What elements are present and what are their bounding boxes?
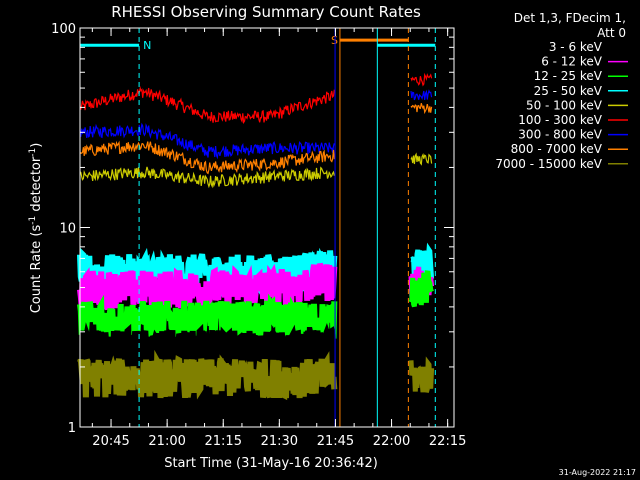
x-tick-label: 22:15 bbox=[429, 434, 466, 449]
series-line-segment2 bbox=[410, 152, 433, 166]
x-tick-label: 21:00 bbox=[148, 434, 185, 449]
flag-label-S: S bbox=[331, 34, 338, 47]
series-layer bbox=[77, 72, 435, 401]
x-tick-label: 20:45 bbox=[92, 434, 129, 449]
series-line-segment2 bbox=[408, 356, 435, 393]
legend-entry-label: 300 - 800 keV bbox=[518, 128, 602, 142]
y-axis-label: Count Rate (s-1 detector-1) bbox=[28, 143, 44, 314]
x-tick-label: 21:30 bbox=[261, 434, 298, 449]
y-tick-label: 1 bbox=[68, 421, 76, 436]
series-line-segment2 bbox=[408, 270, 434, 308]
series-line-segment2 bbox=[408, 326, 434, 365]
legend-entry-label: 3 - 6 keV bbox=[549, 40, 603, 54]
series-line-segment1 bbox=[79, 85, 335, 125]
legend-entry-label: 800 - 7000 keV bbox=[511, 142, 603, 156]
x-tick-label: 21:45 bbox=[317, 434, 354, 449]
series-line-segment2 bbox=[410, 103, 433, 115]
series-line-segment1 bbox=[77, 247, 338, 300]
series-line-segment1 bbox=[77, 349, 338, 401]
series-3 bbox=[79, 103, 433, 175]
series-line-segment1 bbox=[79, 140, 335, 175]
series-2 bbox=[79, 89, 433, 160]
y-tick-label: 100 bbox=[51, 22, 76, 37]
y-tick-label: 10 bbox=[59, 222, 76, 237]
series-1 bbox=[79, 72, 433, 125]
legend-entry-label: 12 - 25 keV bbox=[534, 69, 603, 83]
series-line-segment1 bbox=[79, 122, 335, 160]
x-axis: 20:45 21:00 21:15 21:30 21:45 22:00 22:15 bbox=[91, 28, 466, 449]
series-9 bbox=[77, 349, 435, 401]
legend-header-line2: Att 0 bbox=[597, 26, 626, 40]
series-line-segment1 bbox=[77, 322, 338, 376]
legend-entry-label: 7000 - 15000 keV bbox=[495, 157, 602, 171]
vlines-layer bbox=[138, 28, 436, 427]
series-line-segment2 bbox=[410, 89, 433, 101]
legend-entry-label: 50 - 100 keV bbox=[526, 98, 603, 112]
chart-title: RHESSI Observing Summary Count Rates bbox=[111, 3, 421, 21]
flag-label-N: N bbox=[143, 39, 151, 52]
x-axis-label: Start Time (31-May-16 20:36:42) bbox=[164, 456, 378, 471]
legend-entry-label: 6 - 12 keV bbox=[541, 55, 603, 69]
series-line-segment1 bbox=[79, 166, 335, 189]
series-4 bbox=[79, 152, 433, 189]
series-8 bbox=[77, 322, 434, 376]
series-line-segment1 bbox=[77, 262, 338, 314]
legend-entry-label: 25 - 50 keV bbox=[534, 84, 603, 98]
x-tick-label: 21:15 bbox=[205, 434, 242, 449]
footer-date: 31-Aug-2022 21:17 bbox=[559, 468, 636, 477]
x-tick-label: 22:00 bbox=[373, 434, 410, 449]
series-line-segment2 bbox=[410, 72, 433, 87]
legend-entry-label: 100 - 300 keV bbox=[518, 113, 602, 127]
y-axis: 1 10 100 bbox=[51, 22, 454, 436]
legend-header-line1: Det 1,3, FDecim 1, bbox=[514, 11, 626, 25]
